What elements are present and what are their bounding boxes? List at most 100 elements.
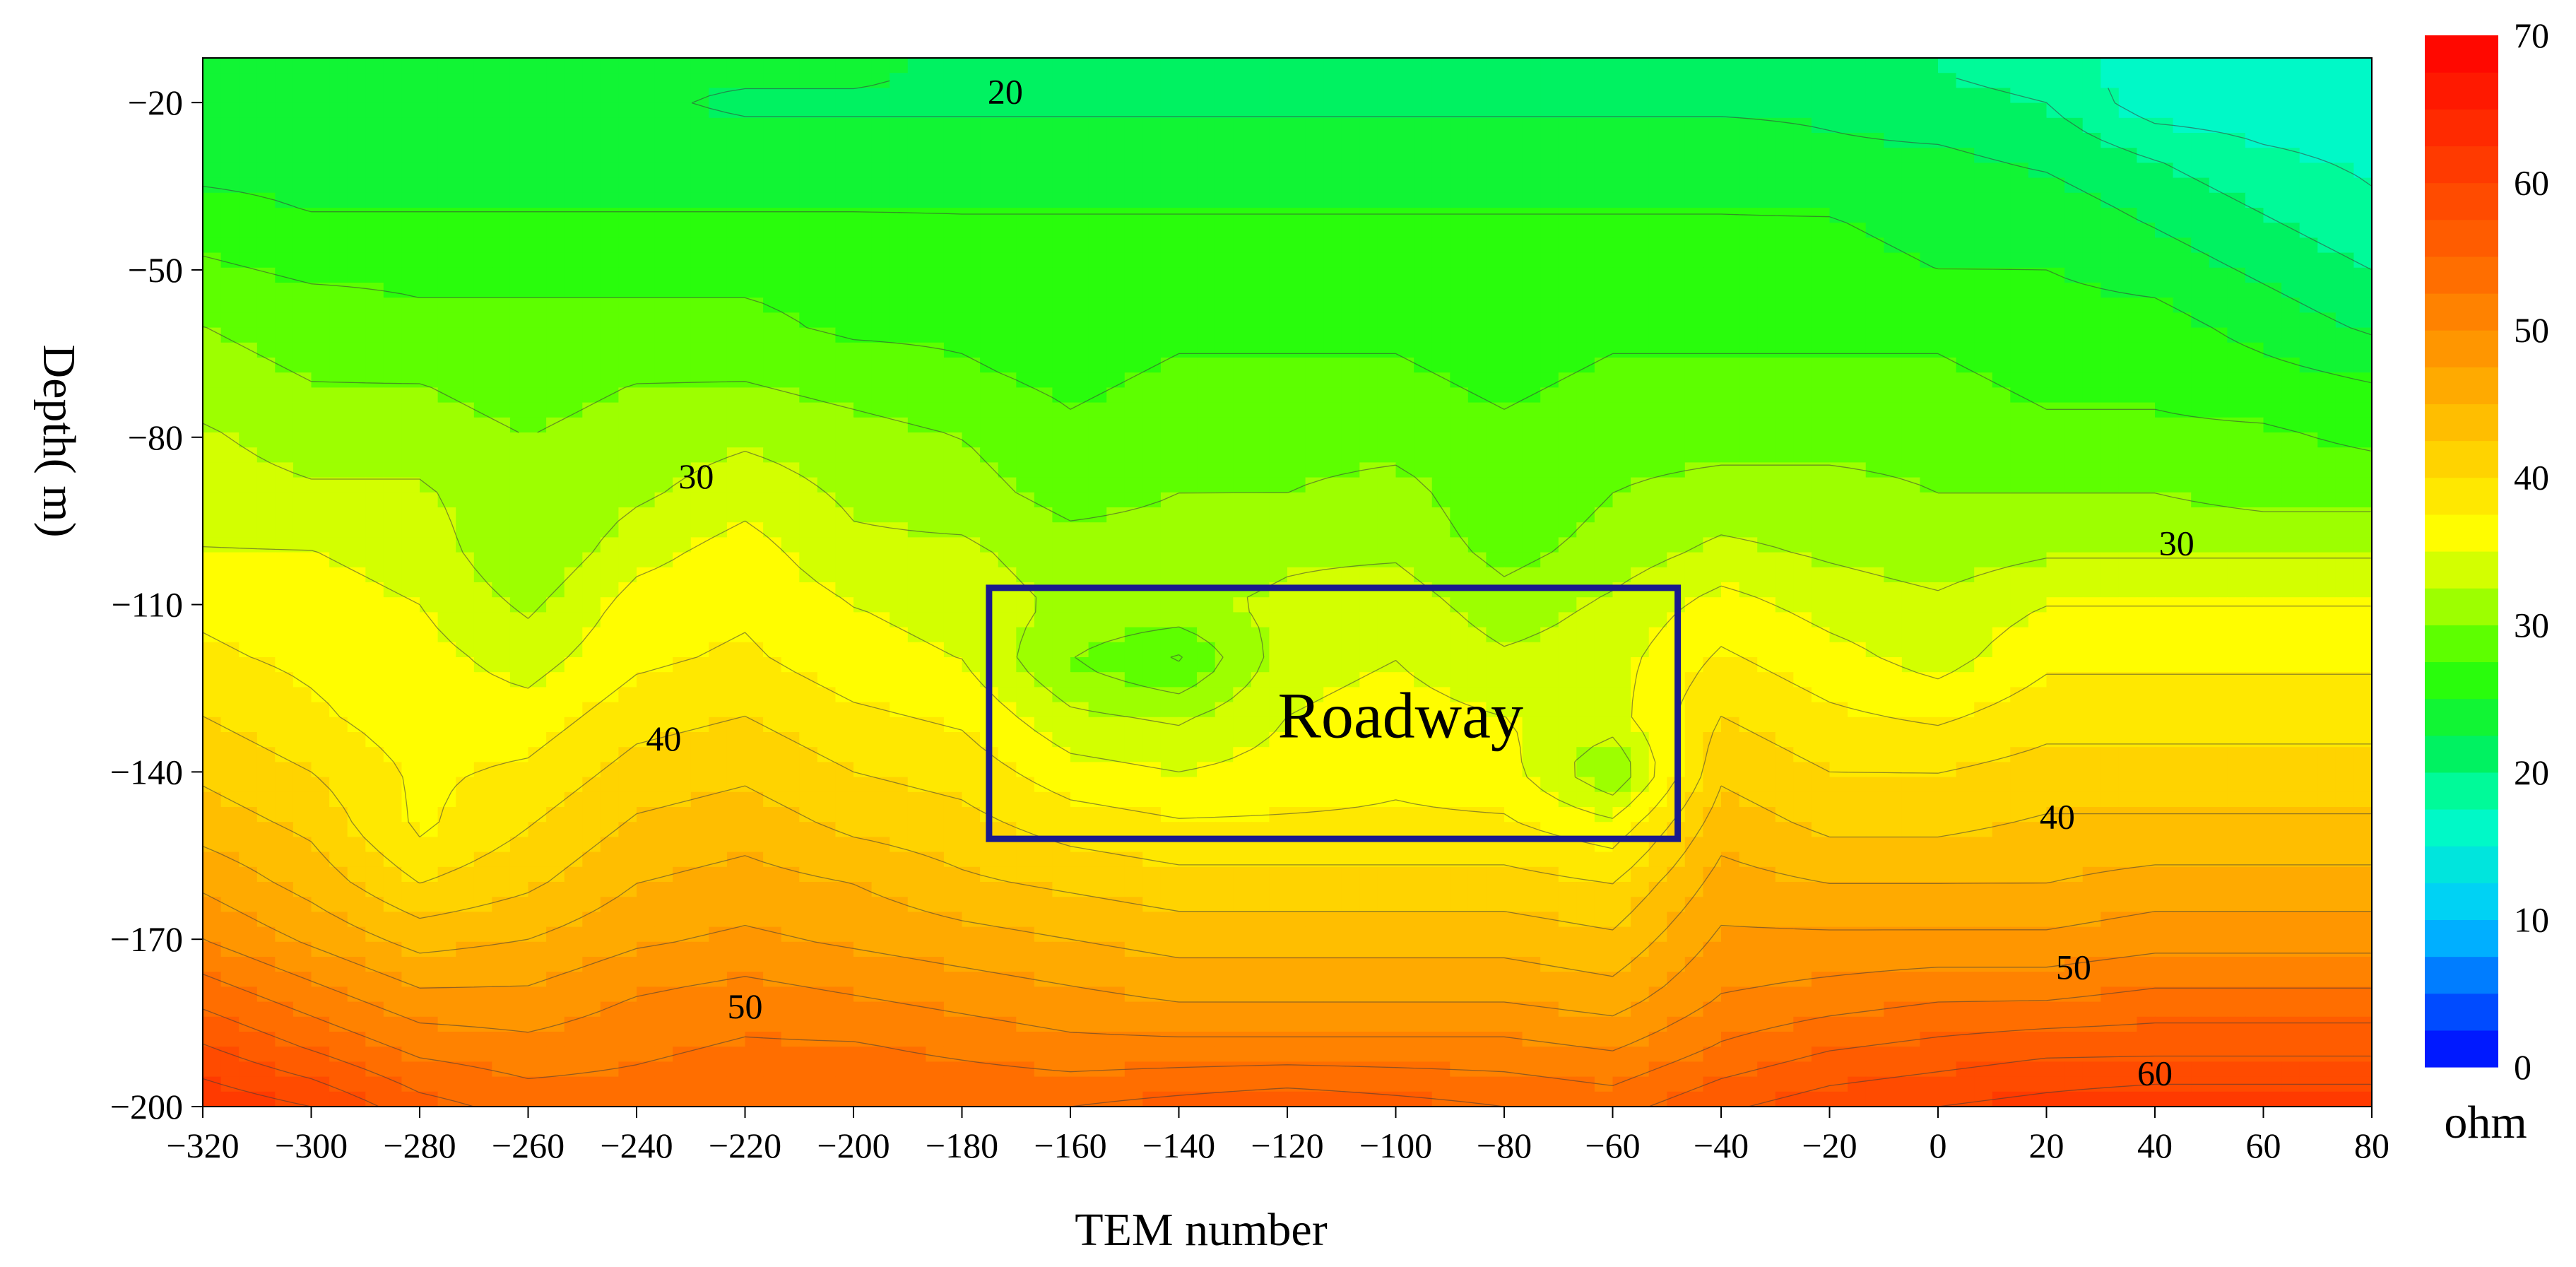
heat-cell — [2209, 552, 2228, 568]
heat-cell — [799, 88, 818, 104]
heat-cell — [239, 297, 258, 314]
heat-cell — [1829, 358, 1848, 373]
heat-cell — [1052, 657, 1071, 673]
heat-cell — [943, 507, 963, 523]
heat-cell — [726, 432, 746, 448]
heat-cell — [600, 657, 620, 673]
heat-cell — [1016, 312, 1035, 329]
heat-cell — [1811, 462, 1831, 478]
heat-cell — [618, 342, 637, 358]
heat-cell — [365, 447, 384, 464]
heat-cell — [1920, 387, 1939, 403]
heat-cell — [437, 342, 456, 358]
heat-cell — [293, 297, 312, 314]
heat-cell — [203, 522, 222, 538]
heat-cell — [781, 208, 800, 223]
heat-cell — [1305, 417, 1324, 433]
heat-cell — [1504, 117, 1523, 134]
heat-cell — [256, 402, 276, 418]
heat-cell — [401, 672, 420, 688]
heat-cell — [763, 522, 782, 538]
heat-cell — [781, 477, 800, 493]
heat-cell — [980, 283, 999, 298]
heat-cell — [1865, 507, 1885, 523]
heat-cell — [781, 312, 800, 329]
heat-cell — [1884, 252, 1903, 269]
heat-cell — [2353, 73, 2372, 89]
heat-cell — [1938, 567, 1957, 583]
heat-cell — [1070, 148, 1089, 164]
heat-cell — [509, 582, 529, 598]
heat-cell — [582, 358, 601, 373]
heat-cell — [1648, 73, 1668, 89]
heat-cell — [1414, 597, 1433, 613]
heat-cell — [1305, 267, 1324, 283]
heat-cell — [726, 597, 746, 613]
heat-cell — [2010, 447, 2029, 464]
heat-cell — [781, 252, 800, 269]
heat-cell — [1848, 237, 1867, 254]
heat-cell — [1558, 58, 1578, 73]
heat-cell — [1088, 462, 1107, 478]
heat-cell — [2227, 507, 2246, 523]
heat-cell — [509, 537, 529, 553]
heat-cell — [1269, 192, 1288, 208]
heat-cell — [1233, 358, 1252, 373]
heat-cell — [1215, 312, 1234, 329]
heat-cell — [637, 327, 656, 343]
heat-cell — [1684, 402, 1704, 418]
heat-cell — [673, 177, 692, 194]
heat-cell — [1558, 88, 1578, 104]
heat-cell — [1558, 447, 1578, 464]
heat-cell — [1684, 537, 1704, 553]
heat-cell — [1992, 237, 2011, 254]
heat-cell — [2209, 657, 2228, 673]
heat-cell — [781, 102, 800, 119]
heat-cell — [329, 223, 348, 239]
heat-cell — [420, 387, 439, 403]
heat-cell — [1648, 312, 1668, 329]
heat-cell — [492, 492, 511, 508]
heat-cell — [1920, 342, 1939, 358]
heat-cell — [745, 582, 764, 598]
heat-cell — [564, 402, 584, 418]
heat-cell — [1414, 192, 1433, 208]
heat-cell — [456, 117, 475, 134]
heat-cell — [1377, 208, 1397, 223]
heat-cell — [1197, 88, 1216, 104]
heat-cell — [1504, 507, 1523, 523]
heat-cell — [1956, 163, 1975, 179]
heat-cell — [1233, 387, 1252, 403]
heat-cell — [528, 462, 547, 478]
heat-cell — [365, 192, 384, 208]
heat-cell — [239, 522, 258, 538]
heat-cell — [1956, 552, 1975, 568]
heat-cell — [1269, 537, 1288, 553]
heat-cell — [2191, 327, 2210, 343]
heat-cell — [709, 522, 728, 538]
heat-cell — [1251, 297, 1270, 314]
heat-cell — [1721, 537, 1740, 553]
heat-cell — [2299, 163, 2319, 179]
heat-cell — [1938, 117, 1957, 134]
heat-cell — [509, 432, 529, 448]
heat-cell — [1938, 148, 1957, 164]
heat-cell — [1431, 252, 1451, 269]
heat-cell — [1359, 642, 1378, 658]
heat-cell — [383, 342, 403, 358]
heat-cell — [907, 477, 927, 493]
heat-cell — [1938, 102, 1957, 119]
heat-cell — [2353, 192, 2372, 208]
heat-cell — [781, 582, 800, 598]
heat-cell — [1522, 447, 1541, 464]
heat-cell — [2028, 462, 2048, 478]
heat-cell — [239, 672, 258, 688]
heat-cell — [509, 192, 529, 208]
heat-cell — [962, 477, 981, 493]
heat-cell — [1467, 327, 1487, 343]
heat-cell — [347, 163, 367, 179]
heat-cell — [509, 597, 529, 613]
heat-cell — [1757, 477, 1776, 493]
heat-cell — [1233, 477, 1252, 493]
heat-cell — [1721, 462, 1740, 478]
